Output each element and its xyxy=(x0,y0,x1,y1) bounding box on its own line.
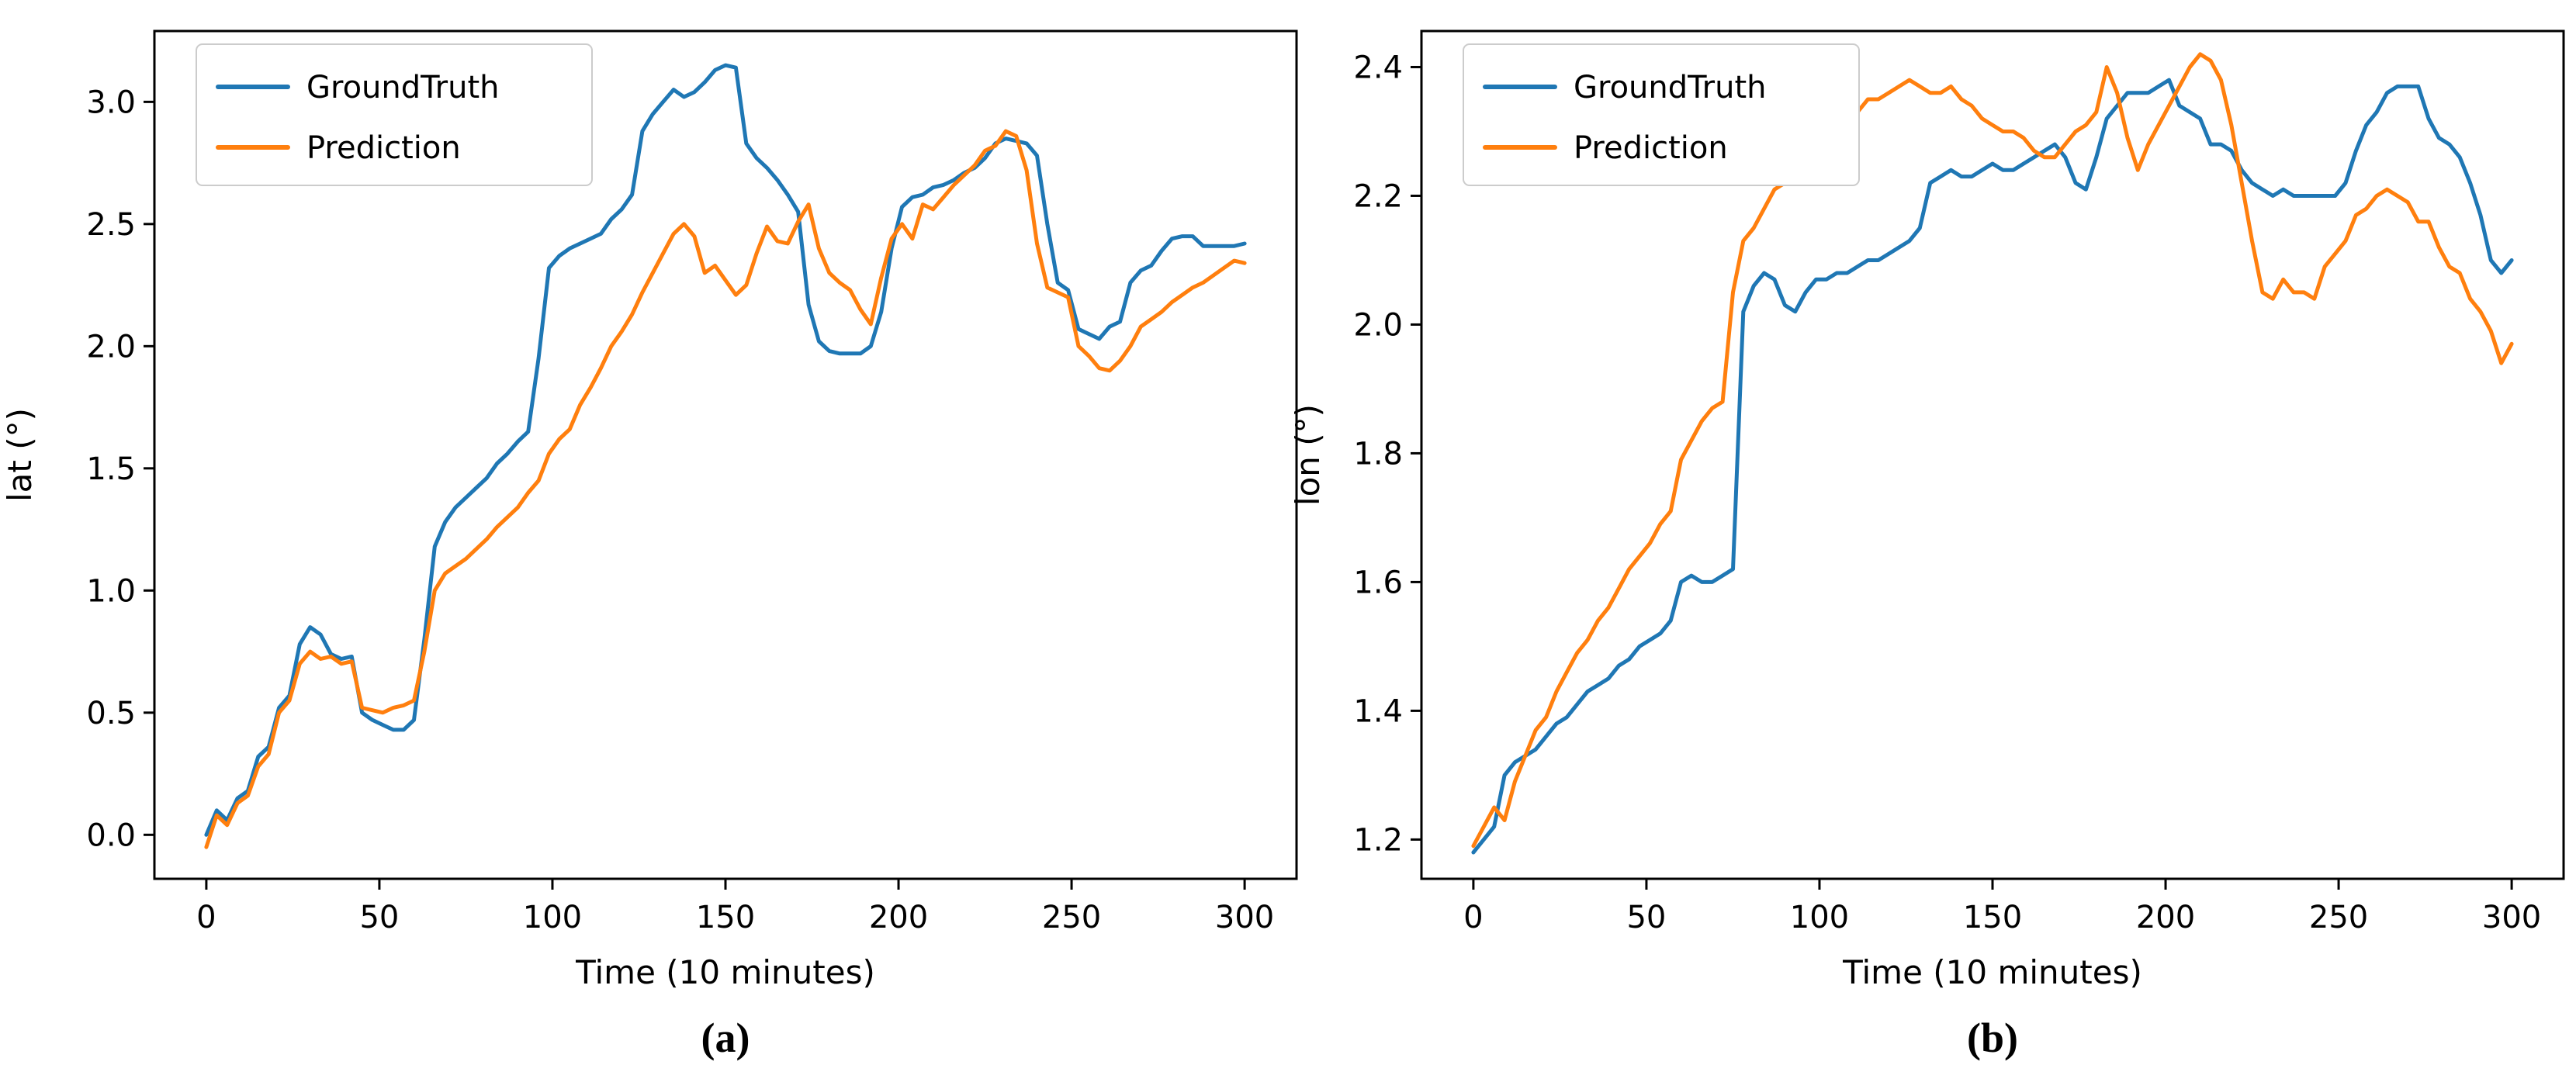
x-tick-label: 250 xyxy=(2309,900,2368,935)
x-tick-label: 100 xyxy=(1790,900,1849,935)
panel-caption: (a) xyxy=(701,1015,750,1061)
x-tick-label: 250 xyxy=(1042,900,1101,935)
x-tick-label: 0 xyxy=(196,900,216,935)
x-tick-label: 200 xyxy=(869,900,928,935)
y-axis-label: lat (°) xyxy=(1,408,39,502)
y-tick-label: 1.0 xyxy=(86,573,136,609)
x-tick-label: 300 xyxy=(1215,900,1274,935)
y-tick-label: 0.0 xyxy=(86,818,136,853)
x-tick-label: 150 xyxy=(696,900,755,935)
x-tick-label: 150 xyxy=(1963,900,2022,935)
legend-label-prediction: Prediction xyxy=(1574,130,1728,166)
x-axis-label: Time (10 minutes) xyxy=(1842,953,2142,991)
x-tick-label: 0 xyxy=(1463,900,1483,935)
legend-label-prediction: Prediction xyxy=(306,130,461,166)
y-tick-label: 1.5 xyxy=(86,451,136,487)
x-axis-label: Time (10 minutes) xyxy=(575,953,875,991)
legend-box xyxy=(196,43,593,186)
y-tick-label: 1.2 xyxy=(1353,822,1403,858)
y-tick-label: 1.8 xyxy=(1353,436,1403,472)
y-tick-label: 2.0 xyxy=(86,329,136,365)
x-tick-label: 50 xyxy=(359,900,399,935)
panel-caption: (b) xyxy=(1967,1015,2018,1061)
prediction-line xyxy=(204,129,1247,849)
legend-box xyxy=(1463,43,1860,186)
y-axis-label: lon (°) xyxy=(1289,404,1327,506)
y-tick-label: 1.4 xyxy=(1353,693,1403,729)
legend-label-groundtruth: GroundTruth xyxy=(306,70,500,105)
legend-label-groundtruth: GroundTruth xyxy=(1574,70,1767,105)
x-tick-label: 200 xyxy=(2136,900,2195,935)
y-tick-label: 2.0 xyxy=(1353,307,1403,343)
y-tick-label: 1.6 xyxy=(1353,565,1403,600)
y-tick-label: 3.0 xyxy=(86,85,136,120)
y-tick-label: 2.5 xyxy=(86,207,136,243)
x-tick-label: 300 xyxy=(2482,900,2541,935)
groundtruth-line xyxy=(204,63,1247,837)
y-tick-label: 2.2 xyxy=(1353,178,1403,214)
x-tick-label: 50 xyxy=(1626,900,1666,935)
prediction-line xyxy=(1471,52,2514,849)
y-tick-label: 0.5 xyxy=(86,696,136,731)
x-tick-label: 100 xyxy=(523,900,582,935)
y-tick-label: 2.4 xyxy=(1353,50,1403,85)
groundtruth-line xyxy=(1471,78,2514,855)
